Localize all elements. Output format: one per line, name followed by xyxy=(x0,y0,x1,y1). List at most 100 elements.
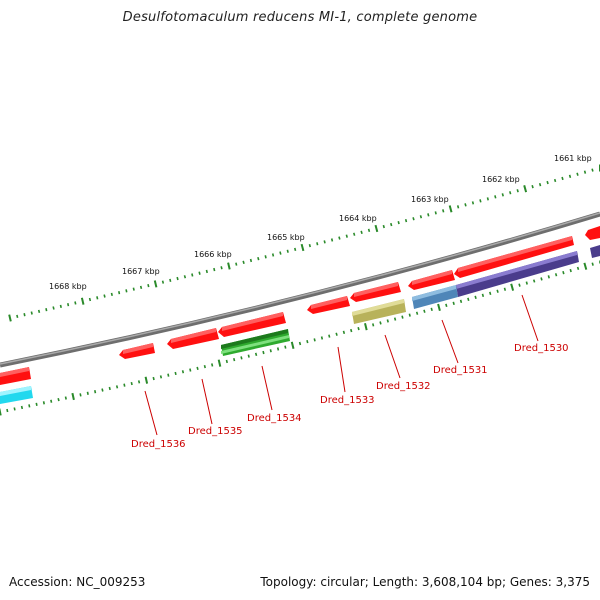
inner-ring-tick xyxy=(357,327,360,331)
outer-ring-tick xyxy=(316,242,319,246)
outer-ring-tick xyxy=(96,296,99,300)
inner-ring-tick xyxy=(328,334,331,338)
outer-ring-tick xyxy=(67,303,70,307)
outer-ring-tick xyxy=(308,244,311,248)
gene-label-dred-1533[interactable]: Dred_1533 xyxy=(320,395,375,406)
inner-ring-tick xyxy=(144,376,149,384)
inner-ring-tick xyxy=(233,358,236,362)
gene-label-dred-1532[interactable]: Dred_1532 xyxy=(376,381,431,392)
inner-ring-tick xyxy=(152,376,155,381)
outer-ring-tick xyxy=(279,251,282,255)
inner-ring-tick xyxy=(591,262,594,266)
scale-label-1661: 1661 kbp xyxy=(554,154,592,163)
feature-track xyxy=(0,245,600,404)
outer-ring-tick xyxy=(249,258,253,263)
inner-ring-tick xyxy=(313,338,316,342)
gene-arrow-edge-right[interactable] xyxy=(585,226,600,240)
outer-ring-tick xyxy=(235,262,238,266)
inner-ring-tick xyxy=(115,385,119,389)
inner-ring-tick xyxy=(423,309,426,313)
accession-text: Accession: NC_009253 xyxy=(9,575,146,589)
inner-ring-tick xyxy=(181,370,185,374)
outer-tick-ring xyxy=(8,164,600,322)
inner-ring-tick xyxy=(350,328,353,333)
outer-ring-tick xyxy=(110,292,113,296)
outer-ring-tick xyxy=(456,205,460,209)
label-leaders xyxy=(144,294,539,436)
gene-label-dred-1531[interactable]: Dred_1531 xyxy=(433,365,488,376)
inner-ring-tick xyxy=(298,341,302,346)
inner-ring-tick xyxy=(217,359,222,367)
outer-ring-tick xyxy=(80,297,85,305)
inner-ring-tick xyxy=(489,291,492,296)
outer-ring-tick xyxy=(52,306,55,310)
scale-label-1662: 1662 kbp xyxy=(482,175,520,184)
inner-ring-tick xyxy=(20,405,24,410)
inner-ring-tick xyxy=(247,354,250,358)
inner-ring-tick xyxy=(342,330,346,335)
inner-ring-tick xyxy=(189,368,192,372)
feature-bar-purple-edge[interactable] xyxy=(590,245,600,258)
scale-label-1666: 1666 kbp xyxy=(194,250,232,259)
outer-ring-tick xyxy=(132,287,135,291)
outer-ring-tick xyxy=(74,301,77,305)
outer-ring-tick xyxy=(286,249,289,253)
inner-ring-tick xyxy=(335,332,338,336)
inner-ring-tick xyxy=(408,313,411,317)
inner-ring-tick xyxy=(401,315,404,319)
inner-ring-tick xyxy=(167,373,170,377)
outer-ring-tick xyxy=(169,278,172,282)
inner-ring-tick xyxy=(532,279,536,283)
inner-ring-tick xyxy=(50,399,53,403)
outer-ring-tick xyxy=(516,189,519,193)
inner-ring-tick xyxy=(137,380,141,384)
outer-ring-tick xyxy=(264,255,267,259)
inner-ring-tick xyxy=(496,289,499,293)
outer-ring-tick xyxy=(153,280,158,288)
inner-ring-tick xyxy=(174,371,177,376)
outer-ring-tick xyxy=(501,193,504,197)
gene-label-dred-1530[interactable]: Dred_1530 xyxy=(514,343,569,354)
inner-ring-tick xyxy=(554,273,558,277)
gene-label-dred-1535[interactable]: Dred_1535 xyxy=(188,426,243,437)
outer-ring-tick xyxy=(523,185,528,193)
outer-ring-tick xyxy=(486,197,489,201)
inner-ring-tick xyxy=(57,398,60,402)
inner-ring-tick xyxy=(284,345,287,349)
inner-ring-tick xyxy=(525,281,528,285)
outer-ring-tick xyxy=(353,232,356,236)
outer-ring-tick xyxy=(538,182,542,187)
outer-ring-tick xyxy=(448,205,453,213)
outer-ring-tick xyxy=(471,201,475,205)
outer-ring-tick xyxy=(404,219,408,223)
inner-ring-tick xyxy=(28,404,31,408)
inner-ring-tick xyxy=(437,303,441,311)
gene-label-dred-1536[interactable]: Dred_1536 xyxy=(131,439,186,450)
inner-ring-tick xyxy=(503,287,507,291)
inner-ring-tick xyxy=(269,349,272,353)
outer-ring-tick xyxy=(345,234,348,238)
outer-ring-tick xyxy=(227,262,231,270)
inner-ring-tick xyxy=(452,301,455,306)
inner-ring-tick xyxy=(71,392,75,401)
outer-ring-tick xyxy=(583,170,587,174)
inner-ring-tick xyxy=(393,317,397,321)
outer-ring-tick xyxy=(257,256,260,261)
scale-label-1664: 1664 kbp xyxy=(339,214,377,223)
inner-ring-tick xyxy=(372,323,375,327)
inner-ring-tick xyxy=(481,293,485,298)
inner-ring-tick xyxy=(6,408,9,413)
outer-ring-tick xyxy=(139,285,143,289)
outer-ring-tick xyxy=(23,313,26,317)
gene-label-dred-1534[interactable]: Dred_1534 xyxy=(247,413,302,424)
outer-ring-tick xyxy=(118,291,121,295)
outer-ring-tick xyxy=(419,215,423,219)
outer-ring-tick xyxy=(103,294,106,298)
inner-ring-tick xyxy=(225,359,228,364)
outer-ring-tick xyxy=(294,247,297,251)
inner-ring-tick xyxy=(445,303,448,308)
outer-ring-tick xyxy=(367,228,371,233)
inner-ring-tick xyxy=(518,283,521,287)
inner-ring-tick xyxy=(79,393,82,397)
